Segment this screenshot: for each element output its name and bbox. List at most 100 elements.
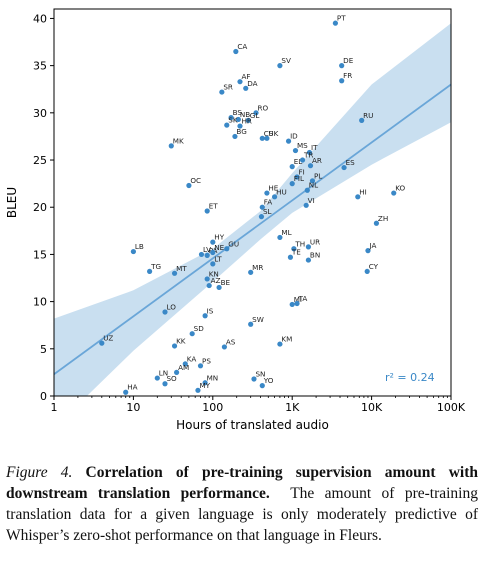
point-label-vi: VI [308,196,315,205]
data-point-tr [299,157,306,163]
data-point-az [206,282,212,289]
data-point-tg [147,268,153,275]
data-point-mi [289,301,295,308]
point-label-my: MY [199,381,210,390]
y-tick-label: 35 [33,60,47,73]
data-point-th [291,246,297,252]
data-point-yo [259,383,265,389]
point-label-ro: RO [257,103,268,112]
point-label-sn: SN [255,370,265,379]
data-point-ne [210,249,216,256]
data-point-zh [373,220,380,226]
data-point-hi [355,194,361,200]
data-point-bs [228,114,234,121]
data-point-mr [248,269,254,275]
figure-label: Figure 4. [6,464,73,481]
point-label-km: KM [281,335,292,344]
data-point-sv [277,63,283,69]
point-label-sv: SV [281,56,291,65]
data-point-uk [264,135,270,141]
point-label-ar: AR [312,156,322,165]
data-point-kn [204,276,210,282]
data-point-ar [307,163,314,169]
point-label-hu: HU [276,187,287,196]
point-label-he: HE [268,184,278,193]
y-axis-label: BLEU [5,187,19,218]
data-point-km [277,341,283,347]
point-label-sw: SW [252,315,264,324]
point-label-gu: GU [228,239,239,248]
y-tick-label: 15 [33,248,47,261]
data-point-gu [224,246,230,252]
data-point-cs [259,135,265,141]
point-label-ms: MS [297,141,308,150]
data-point-hu [271,194,278,200]
point-label-yo: YO [263,376,274,385]
point-label-fr: FR [343,71,352,80]
point-label-nb: NB [240,110,250,119]
fit-line-layer [54,83,451,376]
data-point-ms [292,147,299,154]
data-point-hr [237,123,243,129]
caption-title: Correlation of pre-training supervision … [6,464,478,502]
data-point-af [237,79,243,85]
data-point-fa [259,204,265,210]
data-point-bg [232,133,238,140]
data-point-sw [248,321,254,327]
data-point-lv [198,251,205,258]
point-label-as: AS [226,337,236,346]
data-point-ro [253,110,259,116]
data-point-hy [210,239,216,245]
point-label-tg: TG [150,262,161,271]
point-label-am: AM [178,363,189,372]
data-point-et [204,208,210,214]
data-point-sn [251,376,257,382]
point-label-gl: GL [250,111,260,120]
data-point-fr [339,78,345,84]
data-point-mn [202,380,208,386]
x-tick-label: 100K [437,401,466,414]
point-label-mk: MK [173,136,184,145]
point-label-uz: UZ [103,334,113,343]
data-point-it [306,149,313,156]
data-point-oc [186,182,192,189]
point-label-de: DE [343,56,354,65]
point-label-id: ID [290,132,298,141]
y-tick-label: 20 [33,201,47,214]
point-label-ta: TA [298,294,308,303]
y-tick-label: 40 [33,12,47,25]
y-tick-label: 10 [33,296,47,309]
point-label-ne: NE [214,243,224,252]
data-point-mk [168,143,174,149]
data-point-am [173,369,180,376]
point-label-hi: HI [359,187,367,196]
data-point-ca [233,48,239,55]
data-point-uz [99,340,105,346]
point-label-ur: UR [310,237,320,246]
point-label-bs: BS [233,108,243,117]
point-label-is: IS [207,306,214,315]
y-tick-label: 0 [40,390,47,403]
x-tick-label: 10 [126,401,140,414]
data-point-id [285,138,292,144]
y-tick-label: 5 [40,343,47,356]
data-point-sk [224,122,230,128]
data-point-ps [197,363,204,369]
point-label-hr: HR [241,117,251,126]
data-point-lb [130,248,136,255]
data-point-sr [219,89,225,95]
caption-body: The amount of pre-training translation d… [6,485,478,544]
data-point-ln [154,375,160,381]
point-label-lo: LO [166,302,176,311]
data-point-ta [294,300,300,307]
point-label-oc: OC [190,176,201,185]
data-point-as [221,344,228,350]
point-label-kn: KN [209,269,219,278]
data-point-el [289,164,295,170]
data-point-te [287,254,294,260]
x-tick-label: 100 [202,401,223,414]
data-point-lt [210,261,216,267]
point-label-be: BE [221,278,231,287]
point-label-mr: MR [252,263,263,272]
